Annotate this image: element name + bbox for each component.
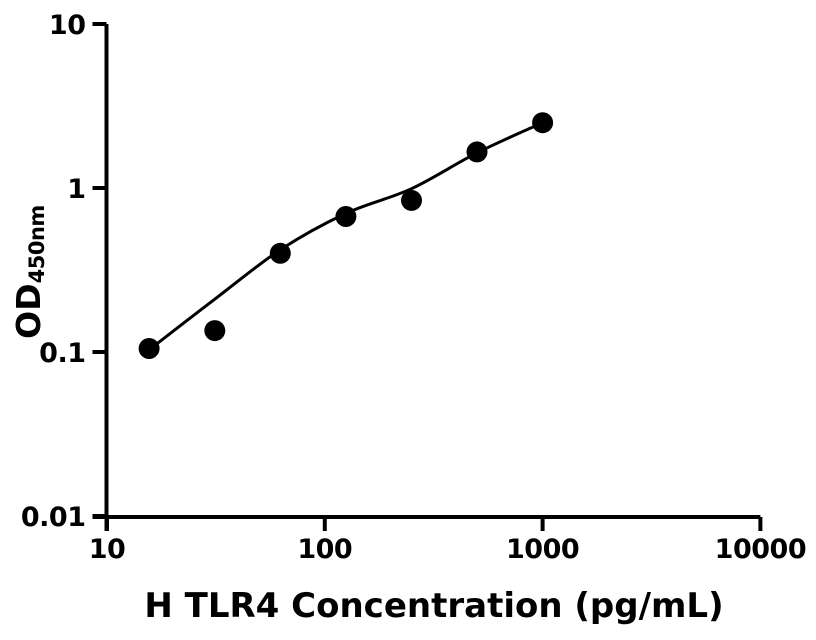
data-point xyxy=(138,338,160,359)
y-tick-label: 0.01 xyxy=(21,502,86,533)
y-tick-label: 0.1 xyxy=(39,338,85,369)
x-tick-label: 10 xyxy=(89,534,126,565)
data-point xyxy=(335,206,357,227)
y-axis-title: OD450nm xyxy=(9,205,49,339)
data-point xyxy=(269,242,291,264)
y-tick-label: 10 xyxy=(49,10,86,41)
y-axis-title-subscript: 450nm xyxy=(25,205,49,284)
x-tick-label: 1000 xyxy=(506,534,579,565)
x-tick-label: 100 xyxy=(297,534,352,565)
data-point xyxy=(532,112,554,134)
data-point xyxy=(204,320,226,342)
data-point xyxy=(401,189,422,211)
x-axis-title: H TLR4 Concentration (pg/mL) xyxy=(144,586,724,626)
y-axis-title-main: OD xyxy=(9,283,48,339)
y-tick-label: 1 xyxy=(67,174,85,205)
data-point xyxy=(466,141,488,163)
x-tick-label: 10000 xyxy=(715,534,806,565)
